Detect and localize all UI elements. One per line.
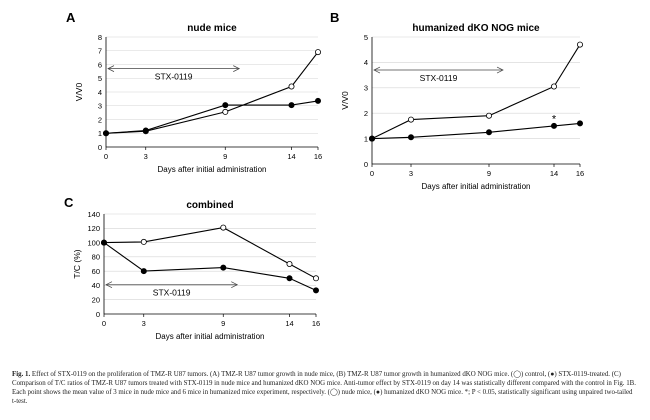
panel-letter: A [66, 10, 76, 25]
data-point-filled [140, 268, 147, 275]
y-tick-label: 3 [364, 84, 368, 93]
x-axis-label: Days after initial administration [158, 165, 267, 174]
data-point-open [314, 49, 321, 56]
y-tick-label: 0 [98, 143, 102, 152]
y-axis-label: V/V0 [74, 83, 84, 102]
series-line-1 [103, 242, 317, 291]
y-axis-label: T/C (%) [72, 249, 82, 278]
data-point-filled [485, 129, 492, 136]
data-point-filled [551, 122, 558, 129]
data-point-filled [368, 135, 375, 142]
x-tick-label: 0 [370, 169, 374, 178]
x-tick-label: 16 [576, 169, 584, 178]
data-point-open [551, 83, 558, 90]
data-point-filled [577, 120, 584, 127]
data-point-filled [312, 287, 319, 294]
x-tick-label: 0 [102, 319, 106, 328]
data-point-open [485, 112, 492, 119]
annotation-arrowhead-left [373, 66, 381, 74]
y-tick-label: 0 [364, 160, 368, 169]
data-point-open [220, 224, 227, 231]
data-point-filled [101, 239, 108, 246]
significance-asterisk: * [552, 114, 557, 126]
panel-letter: B [330, 10, 339, 25]
chart-title: humanized dKO NOG mice [412, 23, 540, 34]
x-tick-label: 16 [312, 319, 320, 328]
y-tick-label: 7 [98, 47, 102, 56]
panel-letter: C [64, 195, 74, 210]
y-tick-label: 2 [98, 115, 102, 124]
x-tick-label: 3 [142, 319, 146, 328]
x-tick-label: 3 [409, 169, 413, 178]
data-point-filled [222, 102, 229, 109]
annotation-arrowhead-right [231, 281, 239, 289]
data-point-filled [220, 264, 227, 271]
data-point-filled [407, 134, 414, 141]
chart-title: combined [186, 200, 233, 211]
y-tick-label: 120 [87, 224, 100, 233]
data-point-filled [288, 102, 295, 109]
y-tick-label: 100 [87, 238, 100, 247]
x-tick-label: 14 [287, 152, 295, 161]
caption-body: Effect of STX-0119 on the proliferation … [12, 371, 637, 405]
data-point-open [140, 238, 147, 245]
y-tick-label: 6 [98, 60, 102, 69]
data-point-open [222, 108, 229, 115]
data-point-open [286, 260, 293, 267]
annotation-arrowhead-left [107, 65, 115, 72]
chart-title: nude mice [187, 23, 237, 34]
y-tick-label: 1 [364, 134, 368, 143]
x-axis-label: Days after initial administration [422, 182, 531, 191]
y-tick-label: 5 [364, 33, 368, 42]
data-point-filled [314, 97, 321, 104]
y-tick-label: 4 [98, 88, 102, 97]
series-line-0 [103, 227, 317, 279]
series-line-1 [371, 122, 581, 140]
data-point-filled [142, 127, 149, 134]
data-point-open [288, 83, 295, 90]
y-tick-label: 80 [92, 253, 100, 262]
y-tick-label: 2 [364, 109, 368, 118]
y-tick-label: 5 [98, 74, 102, 83]
y-tick-label: 140 [87, 210, 100, 219]
x-axis-label: Days after initial administration [156, 332, 265, 341]
figure-caption: Fig. 1. Effect of STX-0119 on the prolif… [12, 370, 638, 406]
annotation-label: STX-0119 [420, 73, 458, 83]
x-tick-label: 9 [223, 152, 227, 161]
data-point-filled [103, 130, 110, 137]
y-tick-label: 60 [92, 267, 100, 276]
x-tick-label: 3 [144, 152, 148, 161]
annotation-label: STX-0119 [153, 288, 191, 298]
y-tick-label: 40 [92, 281, 100, 290]
x-tick-label: 16 [314, 152, 322, 161]
y-axis-label: V/V0 [340, 91, 350, 110]
y-tick-label: 0 [96, 310, 100, 319]
data-point-open [577, 41, 584, 48]
data-point-filled [286, 275, 293, 282]
data-point-open [407, 116, 414, 123]
x-tick-label: 9 [221, 319, 225, 328]
x-tick-label: 14 [285, 319, 293, 328]
series-line-0 [371, 44, 581, 140]
x-tick-label: 0 [104, 152, 108, 161]
x-tick-label: 9 [487, 169, 491, 178]
caption-lead: Fig. 1. [12, 371, 31, 378]
data-point-open [312, 275, 319, 282]
y-tick-label: 20 [92, 296, 100, 305]
y-tick-label: 8 [98, 33, 102, 42]
x-tick-label: 14 [550, 169, 558, 178]
y-tick-label: 4 [364, 58, 368, 67]
y-tick-label: 1 [98, 129, 102, 138]
annotation-arrowhead-right [233, 65, 241, 72]
annotation-arrowhead-right [496, 66, 504, 74]
annotation-arrowhead-left [105, 281, 113, 289]
annotation-label: STX-0119 [155, 72, 193, 82]
y-tick-label: 3 [98, 102, 102, 111]
